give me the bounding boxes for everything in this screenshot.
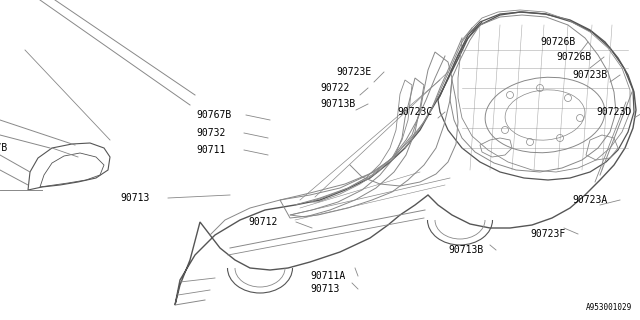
Text: 90723D: 90723D bbox=[596, 107, 631, 117]
Text: 90723A: 90723A bbox=[572, 195, 607, 205]
Text: 90726B: 90726B bbox=[556, 52, 591, 62]
Text: 90726B: 90726B bbox=[540, 37, 575, 47]
Text: 90723F: 90723F bbox=[530, 229, 565, 239]
Text: 90713B: 90713B bbox=[320, 99, 355, 109]
Text: 90767B: 90767B bbox=[196, 110, 231, 120]
Text: 90722: 90722 bbox=[320, 83, 349, 93]
Text: 90723B: 90723B bbox=[572, 70, 607, 80]
Text: 90712: 90712 bbox=[248, 217, 277, 227]
Text: 90723C: 90723C bbox=[397, 107, 432, 117]
Text: 90723E: 90723E bbox=[336, 67, 371, 77]
Text: 90767B: 90767B bbox=[0, 143, 8, 153]
Text: 90711: 90711 bbox=[196, 145, 225, 155]
Text: 90713: 90713 bbox=[310, 284, 339, 294]
Text: 90713B: 90713B bbox=[448, 245, 483, 255]
Text: 90711A: 90711A bbox=[310, 271, 345, 281]
Text: A953001029: A953001029 bbox=[586, 303, 632, 312]
Text: 90713: 90713 bbox=[120, 193, 149, 203]
Text: 90732: 90732 bbox=[196, 128, 225, 138]
